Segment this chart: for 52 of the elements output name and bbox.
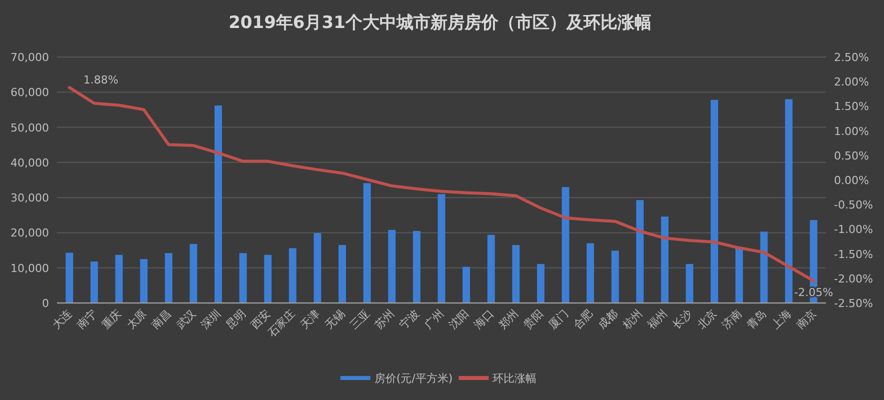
legend-label: 环比涨幅 <box>492 372 537 385</box>
y2tick: -2.00% <box>834 272 873 286</box>
xtick: 郑州 <box>496 306 522 332</box>
xtick: 天津 <box>298 306 323 332</box>
ytick: 60,000 <box>10 86 49 100</box>
xtick: 武汉 <box>174 306 199 332</box>
xtick: 南宁 <box>74 306 100 332</box>
xtick: 南京 <box>794 306 819 332</box>
data-label: 1.88% <box>83 74 118 86</box>
xtick: 杭州 <box>620 306 646 332</box>
y2tick: -1.00% <box>834 223 873 236</box>
ytick: 30,000 <box>10 192 49 205</box>
xtick: 海口 <box>471 306 496 332</box>
y2tick: 2.50% <box>834 51 869 64</box>
xtick: 大连 <box>50 306 75 332</box>
y2tick: -0.50% <box>834 198 873 212</box>
xtick: 广州 <box>422 306 447 332</box>
xtick: 长沙 <box>670 306 695 332</box>
xtick: 厦门 <box>546 306 571 332</box>
xtick: 宁波 <box>397 306 422 332</box>
xtick: 无锡 <box>322 306 348 332</box>
y2tick: 2.00% <box>834 76 869 89</box>
xtick: 贵阳 <box>521 306 546 332</box>
xtick: 太原 <box>124 306 149 332</box>
ytick: 10,000 <box>10 262 49 275</box>
xtick: 三亚 <box>347 306 372 332</box>
xtick: 济南 <box>720 306 744 332</box>
legend-label: 房价(元/平方米) <box>374 372 453 385</box>
y2tick: -2.50% <box>834 297 873 310</box>
title: 2019年6月31个大中城市新房房价（市区）及环比涨幅 <box>228 13 652 33</box>
xtick: 福州 <box>645 306 670 332</box>
xtick: 成都 <box>596 306 620 332</box>
xtick: 深圳 <box>198 306 224 332</box>
y2tick: 1.00% <box>834 124 869 138</box>
xtick: 沈阳 <box>446 306 472 332</box>
y2tick: 0.50% <box>834 149 869 162</box>
ytick: 20,000 <box>10 226 49 240</box>
xtick: 合肥 <box>570 306 596 332</box>
y2tick: -1.50% <box>834 248 873 261</box>
xtick: 南昌 <box>149 306 174 332</box>
xtick: 重庆 <box>99 306 124 332</box>
ytick: 0 <box>42 297 49 310</box>
y2tick: 1.50% <box>834 100 869 114</box>
y2tick: 0.00% <box>834 174 869 187</box>
xtick: 上海 <box>769 306 794 332</box>
ytick: 40,000 <box>10 156 49 170</box>
xtick: 苏州 <box>372 306 397 332</box>
ytick: 50,000 <box>10 121 49 134</box>
xtick: 青岛 <box>744 306 770 332</box>
ytick: 70,000 <box>10 51 49 64</box>
xtick: 北京 <box>694 306 720 332</box>
xtick: 昆明 <box>223 306 248 332</box>
